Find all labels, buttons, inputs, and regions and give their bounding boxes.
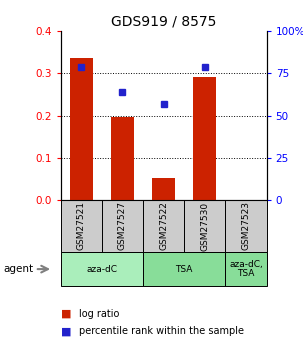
Bar <box>194 77 216 200</box>
Bar <box>184 200 225 252</box>
Title: GDS919 / 8575: GDS919 / 8575 <box>111 14 216 29</box>
Text: GSM27527: GSM27527 <box>118 201 127 250</box>
Bar <box>152 178 175 200</box>
Text: ■: ■ <box>61 309 71 319</box>
Bar <box>70 58 92 200</box>
Text: aza-dC,
TSA: aza-dC, TSA <box>229 260 263 278</box>
Text: GSM27530: GSM27530 <box>200 201 209 250</box>
Text: GSM27521: GSM27521 <box>77 201 86 250</box>
Bar <box>225 252 267 286</box>
Text: ■: ■ <box>61 326 71 336</box>
Bar <box>102 200 143 252</box>
Bar <box>143 200 184 252</box>
Bar <box>61 252 143 286</box>
Text: GSM27522: GSM27522 <box>159 201 168 250</box>
Text: percentile rank within the sample: percentile rank within the sample <box>79 326 244 336</box>
Text: aza-dC: aza-dC <box>86 265 117 274</box>
Text: TSA: TSA <box>175 265 193 274</box>
Text: agent: agent <box>3 264 33 274</box>
Text: GSM27523: GSM27523 <box>241 201 251 250</box>
Bar <box>225 200 267 252</box>
Bar <box>61 200 102 252</box>
Bar <box>111 117 134 200</box>
Text: log ratio: log ratio <box>79 309 119 319</box>
Bar <box>143 252 225 286</box>
